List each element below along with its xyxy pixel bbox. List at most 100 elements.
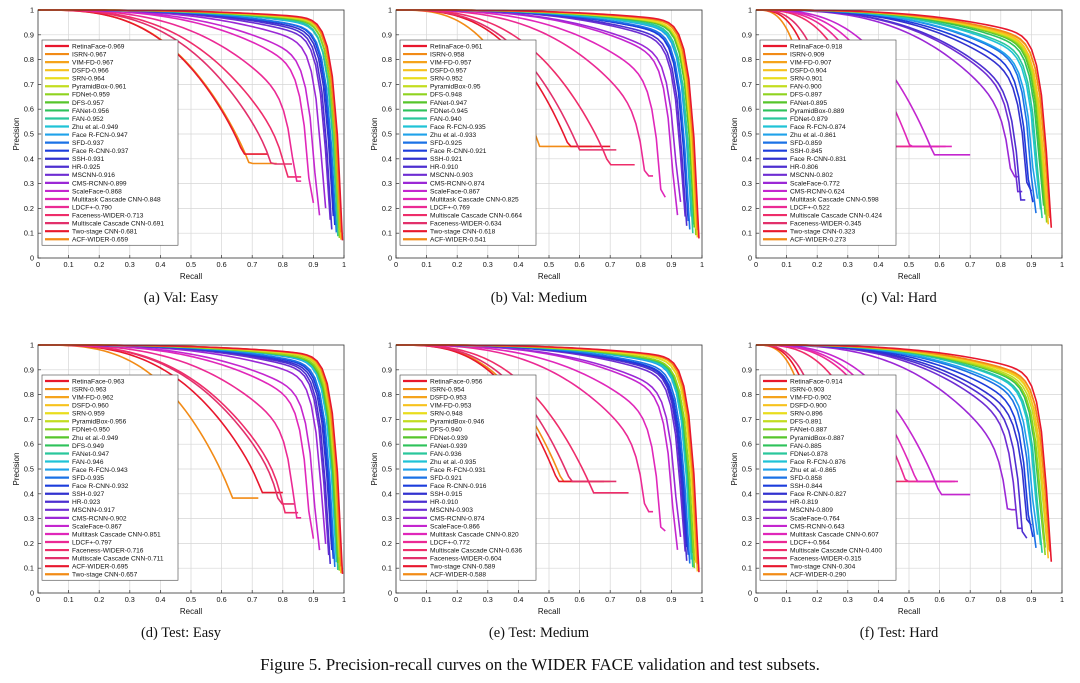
y-tick-label: 0.5 [742,130,752,139]
legend-entry: Face R-FCN-0.874 [790,124,846,131]
y-axis-label: Precision [730,118,739,151]
legend-entry: VIM-FD-0.967 [72,60,114,67]
y-tick-label: 0.3 [24,179,34,188]
x-tick-label: 0.4 [873,260,883,269]
y-tick-label: 0.1 [24,229,34,238]
x-tick-label: 0.5 [544,260,554,269]
y-tick-label: 0.1 [382,564,392,573]
x-tick-label: 0.8 [996,260,1006,269]
legend-entry: Zhu et al.-0.949 [72,435,119,442]
legend-entry: FDNet-0.945 [430,108,468,115]
x-tick-label: 0.6 [935,595,945,604]
legend-entry: Multiscale Cascade CNN-0.636 [430,547,522,554]
legend-entry: DSFD-0.904 [790,68,827,75]
legend-entry: PyramidBox-0.956 [72,419,127,426]
legend-entry: SFD-0.921 [430,475,462,482]
y-tick-label: 0.8 [382,390,392,399]
legend-entry: DSFD-0.900 [790,403,827,410]
y-tick-label: 0.9 [24,30,34,39]
legend-entry: CMS-RCNN-0.643 [790,523,845,530]
x-tick-label: 0.9 [308,595,318,604]
legend-entry: Face R-FCN-0.931 [430,467,486,474]
y-tick-label: 0.6 [742,105,752,114]
legend-entry: Multitask Cascade CNN-0.851 [72,531,161,538]
legend-entry: FAN-0.900 [790,84,822,91]
y-tick-label: 1 [748,341,752,350]
y-axis-label: Precision [12,453,21,486]
y-tick-label: 0.6 [382,440,392,449]
y-tick-label: 0.5 [742,465,752,474]
x-tick-label: 1 [1060,595,1064,604]
legend-entry: SSH-0.844 [790,483,823,490]
legend-entry: VIM-FD-0.962 [72,395,114,402]
legend-entry: HR-0.923 [72,499,101,506]
legend-entry: DFS-0.940 [430,427,462,434]
x-tick-label: 0.3 [125,260,135,269]
x-tick-label: 0.4 [873,595,883,604]
legend-entry: ACF-WIDER-0.273 [790,237,846,244]
y-tick-label: 0.5 [382,130,392,139]
legend-entry: Faceness-WIDER-0.716 [72,547,144,554]
y-tick-label: 0.8 [742,55,752,64]
legend-entry: Face R-FCN-0.943 [72,467,128,474]
y-tick-label: 0.7 [382,415,392,424]
legend-entry: FAN-0.885 [790,443,822,450]
legend-entry: FDNet-0.950 [72,427,110,434]
x-tick-label: 0.2 [94,260,104,269]
y-axis-label: Precision [730,453,739,486]
x-tick-label: 0.1 [64,595,74,604]
legend-entry: DSFD-0.953 [430,395,467,402]
legend-entry: Face R-CNN-0.937 [72,148,129,155]
x-tick-label: 0.8 [636,595,646,604]
chart-test-medium: 0 0.1 0.2 0.3 0.4 0.5 0.6 0.7 0.8 0.9 1 0 0.1 0.2 0.3 0… [370,341,704,617]
legend-entry: FANet-0.895 [790,100,827,107]
legend-entry: Multitask Cascade CNN-0.820 [430,531,519,538]
legend-entry: Multiscale Cascade CNN-0.711 [72,556,164,563]
x-tick-label: 0.7 [605,595,615,604]
legend-entry: PyramidBox-0.887 [790,435,845,442]
legend-entry: SRN-0.901 [790,76,823,83]
x-axis-label: Recall [538,607,560,616]
x-tick-label: 0.6 [575,260,585,269]
legend-entry: ISRN-0.909 [790,51,825,58]
chart-val-hard: 0 0.1 0.2 0.3 0.4 0.5 0.6 0.7 0.8 0.9 1 0 0.1 0.2 0.3 0… [730,6,1064,282]
y-tick-label: 0.4 [742,154,752,163]
legend-entry: ISRN-0.958 [430,51,465,58]
panel-caption: (d) Test: Easy [140,625,222,641]
y-tick-label: 0.8 [742,390,752,399]
x-tick-label: 0.3 [483,260,493,269]
legend-entry: Two-stage CNN-0.681 [72,229,138,236]
x-tick-label: 0.9 [308,260,318,269]
x-tick-label: 0.1 [782,260,792,269]
y-tick-label: 0.4 [742,489,752,498]
legend-entry: SFD-0.935 [72,475,104,482]
y-axis-label: Precision [370,453,379,486]
legend-entry: LDCF+-0.769 [430,204,470,211]
legend-entry: FANet-0.956 [72,108,109,115]
y-axis-label: Precision [12,118,21,151]
x-tick-label: 0.1 [64,260,74,269]
x-tick-label: 0.9 [666,595,676,604]
legend-entry: SRN-0.959 [72,411,105,418]
x-tick-label: 0.6 [217,260,227,269]
legend-entry: FAN-0.952 [72,116,104,123]
legend-entry: FDNet-0.878 [790,451,828,458]
x-tick-label: 0.8 [278,260,288,269]
legend-entry: MSCNN-0.809 [790,507,833,514]
legend-entry: PyramidBox-0.961 [72,84,127,91]
legend-entry: FAN-0.940 [430,116,462,123]
legend-entry: PyramidBox-0.946 [430,419,485,426]
x-tick-label: 0.9 [1026,595,1036,604]
legend-entry: HR-0.910 [430,499,459,506]
y-tick-label: 0.5 [382,465,392,474]
y-tick-label: 0.6 [24,440,34,449]
legend-entry: Face R-CNN-0.916 [430,483,487,490]
legend-entry: Faceness-WIDER-0.315 [790,556,862,563]
y-tick-label: 1 [388,6,392,15]
legend-entry: MSCNN-0.917 [72,507,115,514]
legend-entry: VIM-FD-0.957 [430,60,472,67]
legend-entry: HR-0.910 [430,164,459,171]
y-tick-label: 0.2 [742,539,752,548]
